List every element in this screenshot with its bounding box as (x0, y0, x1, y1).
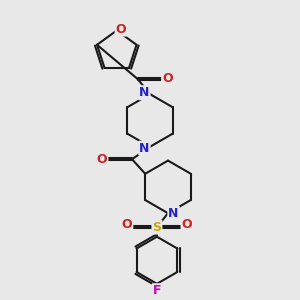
Text: S: S (152, 220, 161, 233)
Text: O: O (97, 153, 107, 166)
Text: O: O (182, 218, 192, 231)
Text: F: F (153, 284, 161, 297)
Text: N: N (168, 207, 179, 220)
Text: N: N (139, 86, 150, 99)
Text: O: O (116, 22, 126, 36)
Text: N: N (139, 142, 150, 154)
Text: O: O (122, 218, 132, 231)
Text: O: O (162, 72, 173, 86)
